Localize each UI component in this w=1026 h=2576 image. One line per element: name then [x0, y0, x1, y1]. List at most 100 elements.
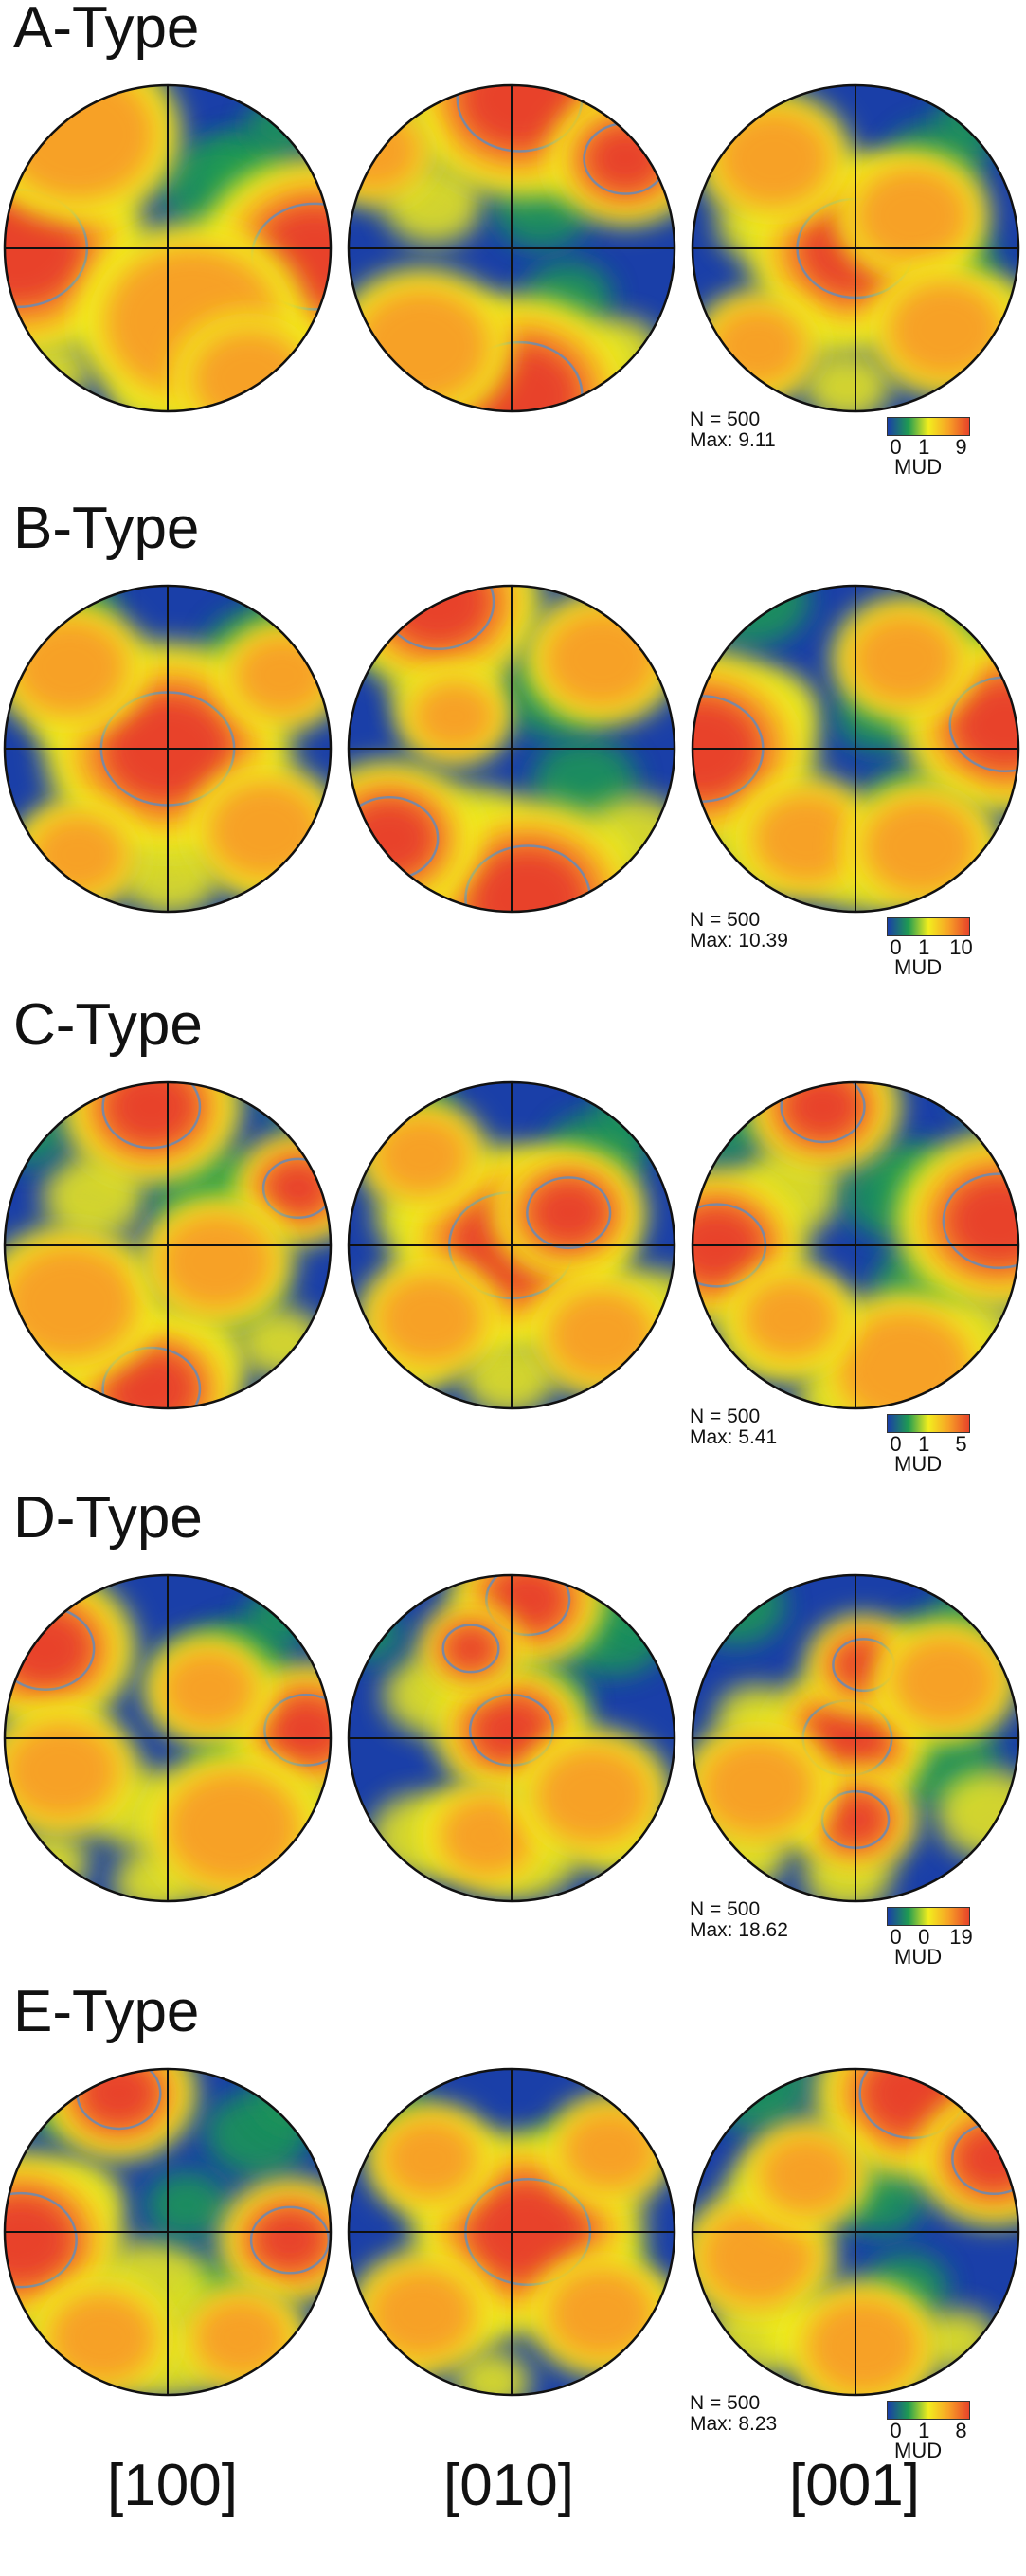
- pole-figure-outline: [3, 584, 333, 914]
- density-hotspot: [206, 779, 325, 881]
- density-hotspot: [232, 633, 331, 718]
- density-patch: [254, 2069, 331, 2130]
- color-scale-min: 0: [890, 1432, 902, 1456]
- density-hotspot: [950, 677, 1018, 771]
- stats-n: N = 500: [690, 1898, 761, 1920]
- density-hotspot: [849, 611, 960, 707]
- color-scale-min: 0: [890, 935, 902, 959]
- density-hotspot: [466, 845, 590, 912]
- pole-figure-010: [347, 584, 676, 914]
- density-hotspot: [527, 1177, 610, 1248]
- density-hotspot: [944, 1173, 1018, 1268]
- color-scale-bar: [887, 1414, 970, 1433]
- stats-block: N = 500 Max: 5.41: [690, 1406, 777, 1448]
- density-patch: [952, 1082, 1018, 1130]
- pole-figure-outline: [347, 2067, 676, 2397]
- panel-e-type: E-Type N = 500 Max: 8.23 0 1 8 MUD: [0, 1979, 1026, 2476]
- density-hotspot: [486, 1575, 569, 1635]
- density-hotspot: [714, 107, 834, 209]
- color-scale-labels: 0 0 19: [883, 1926, 974, 1949]
- pole-figure-100: [3, 2067, 333, 2397]
- density-patch: [693, 1575, 786, 1645]
- stats-max: Max: 18.62: [690, 1919, 788, 1941]
- density-hotspot: [886, 279, 1004, 381]
- density-hotspot: [698, 1736, 818, 1839]
- pole-figure-010: [347, 1573, 676, 1903]
- pole-figure-outline: [691, 2067, 1020, 2397]
- pole-figure-outline: [3, 2067, 333, 2397]
- pole-figure-100: [3, 1573, 333, 1903]
- color-scale-min: 0: [890, 1925, 902, 1949]
- pole-figure-outline: [3, 83, 333, 413]
- density-hotspot: [374, 1271, 486, 1367]
- stats-max: Max: 5.41: [690, 1426, 778, 1448]
- density-hotspot: [542, 608, 660, 710]
- pole-figure-001: [691, 584, 1020, 914]
- color-scale-min: 0: [890, 2419, 902, 2442]
- axis-label-001: [001]: [789, 2453, 920, 2518]
- pole-figure-outline: [347, 1573, 676, 1903]
- density-hotspot: [372, 1113, 472, 1198]
- contour-line: [101, 1082, 202, 1150]
- axis-label-100: [100]: [107, 2453, 238, 2518]
- stats-block: N = 500 Max: 9.11: [690, 409, 776, 451]
- panel-d-type: D-Type N = 500 Max: 18.62 0 0 19 MUD: [0, 1485, 1026, 1983]
- color-scale-mid: 0: [918, 1925, 930, 1949]
- color-scale-max: 9: [955, 435, 967, 459]
- stats-block: N = 500 Max: 8.23: [690, 2393, 777, 2435]
- pole-figure-001: [691, 1573, 1020, 1903]
- density-hotspot: [381, 2116, 479, 2202]
- pole-figure-100: [3, 83, 333, 413]
- contour-line: [249, 2205, 331, 2275]
- pole-figure-100: [3, 584, 333, 914]
- color-scale-unit: MUD: [894, 455, 943, 479]
- pole-figure-outline: [347, 584, 676, 914]
- color-scale-bar: [887, 417, 970, 436]
- density-hotspot: [10, 616, 130, 718]
- density-hotspot: [861, 795, 981, 898]
- density-hotspot: [264, 1695, 331, 1766]
- density-hotspot: [5, 2193, 76, 2288]
- contour-line: [5, 2191, 78, 2289]
- panel-c-type: C-Type N = 500 Max: 5.41 0 1 5 MUD: [0, 992, 1026, 1490]
- density-hotspot: [751, 790, 862, 886]
- density-hotspot: [189, 328, 309, 411]
- density-hotspot: [103, 1348, 200, 1408]
- pole-figure-010: [347, 2067, 676, 2397]
- stats-n: N = 500: [690, 2392, 761, 2414]
- density-patch: [349, 1603, 402, 1662]
- panel-title: D-Type: [13, 1485, 203, 1551]
- density-hotspot: [251, 2206, 329, 2274]
- density-patch: [145, 2170, 228, 2239]
- density-hotspot: [546, 1287, 657, 1383]
- color-scale: 0 0 19 MUD: [887, 1907, 974, 1968]
- pole-figure-001: [691, 1080, 1020, 1410]
- density-hotspot: [443, 1624, 498, 1673]
- density-hotspot: [741, 1276, 840, 1361]
- density-hotspot: [5, 1719, 121, 1822]
- density-hotspot: [349, 108, 423, 193]
- density-hotspot: [890, 1633, 1000, 1729]
- pole-figure-outline: [347, 83, 676, 413]
- density-hotspot: [560, 2108, 659, 2193]
- density-hotspot: [804, 2295, 923, 2395]
- density-patch: [936, 1769, 1018, 1859]
- contour-line: [780, 1082, 866, 1144]
- density-patch: [245, 97, 318, 155]
- color-scale-max: 19: [949, 1925, 973, 1949]
- contour-line: [526, 1176, 612, 1250]
- density-hotspot: [367, 2266, 477, 2361]
- pole-figure-010: [347, 83, 676, 413]
- pole-figure-001: [691, 83, 1020, 413]
- density-hotspot: [352, 286, 492, 406]
- stats-n: N = 500: [690, 1406, 761, 1427]
- density-hotspot: [47, 2290, 158, 2386]
- pole-figure-outline: [3, 1080, 333, 1410]
- stats-block: N = 500 Max: 18.62: [690, 1899, 788, 1941]
- density-hotspot: [5, 85, 157, 202]
- density-hotspot: [458, 85, 582, 152]
- color-scale-max: 5: [955, 1432, 967, 1456]
- color-scale-bar: [887, 2401, 970, 2420]
- color-scale-min: 0: [890, 435, 902, 459]
